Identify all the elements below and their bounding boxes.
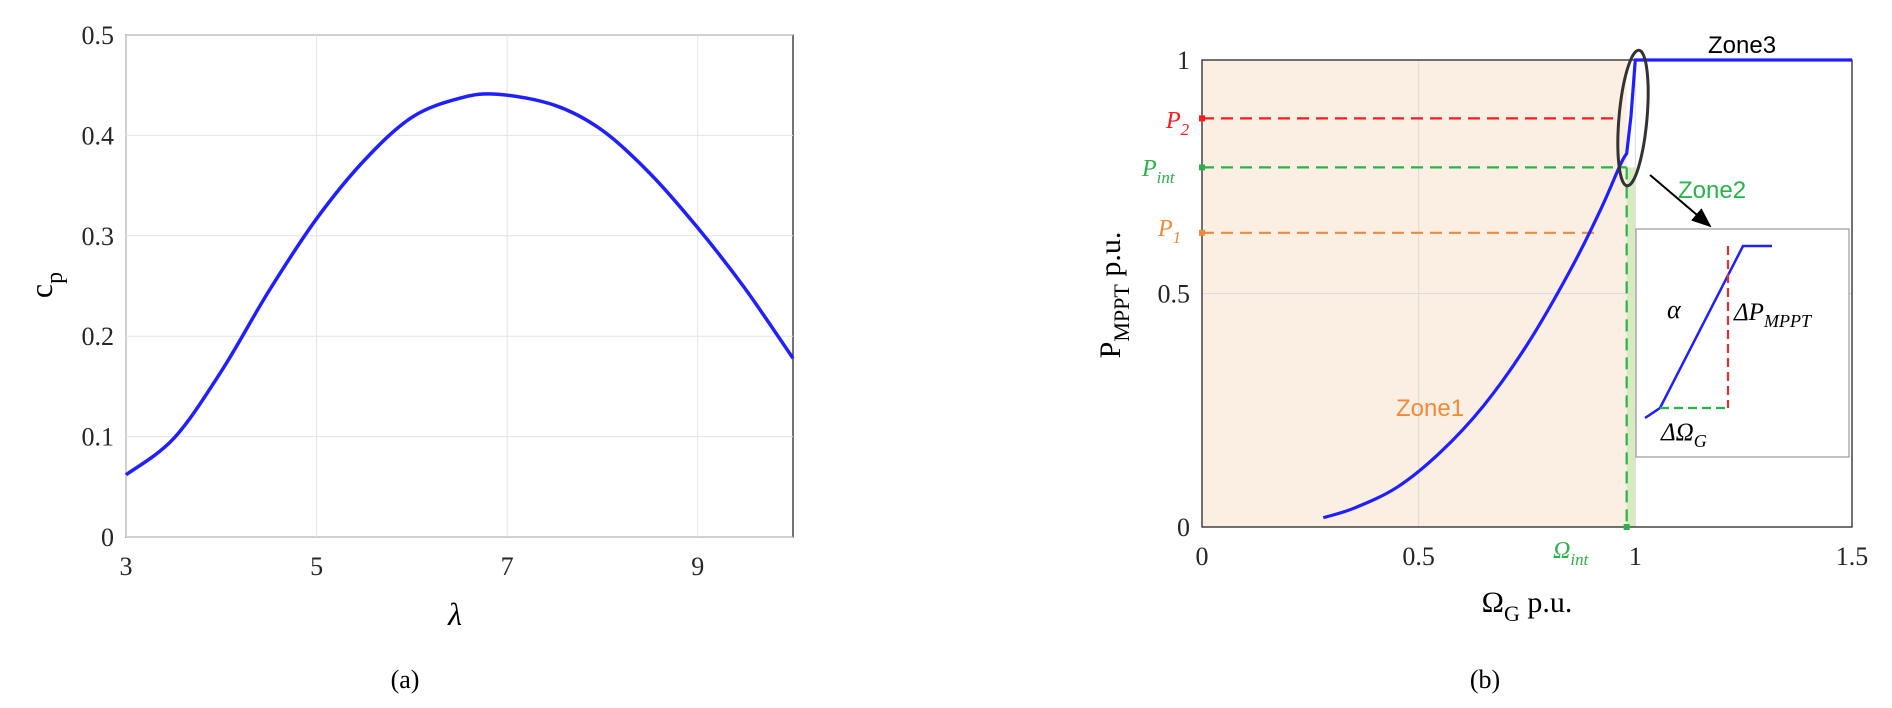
zone2-highlight-ellipse xyxy=(1616,48,1650,188)
zone3-label: Zone3 xyxy=(1708,32,1776,59)
chart-a-ytick-label: 0.2 xyxy=(82,322,115,351)
pint-marker xyxy=(1199,164,1205,171)
pint-label: Pint xyxy=(1141,156,1176,187)
zone2-label: Zone2 xyxy=(1678,177,1746,204)
chart-b-ytick-label: 0 xyxy=(1177,513,1190,542)
inset-alpha-label: α xyxy=(1667,295,1682,324)
omega-int-marker xyxy=(1623,524,1630,530)
inset-delta-omega-label: ΔΩG xyxy=(1660,419,1707,451)
chart-b-xlabel: ΩG p.u. xyxy=(1482,586,1573,626)
chart-b-xtick-label: 0.5 xyxy=(1402,542,1435,571)
chart-a-grid xyxy=(125,34,793,538)
chart-a-cp-curve xyxy=(124,92,795,477)
zone2-arrow xyxy=(1649,174,1712,228)
p1-marker xyxy=(1199,229,1205,236)
inset-delta-p-label: ΔPMPPT xyxy=(1733,299,1813,331)
chart-a-xtick-label: 3 xyxy=(120,552,133,581)
chart-b-caption: (b) xyxy=(1470,665,1500,694)
chart-b-ytick-label: 1 xyxy=(1177,46,1190,75)
chart-a-xtick-label: 9 xyxy=(691,552,704,581)
chart-b-tick-labels: 0 0.5 1 1.5 0 0.5 1 xyxy=(1158,46,1869,571)
inset-frame xyxy=(1635,228,1850,458)
chart-a-ytick-label: 0.5 xyxy=(82,21,115,50)
chart-a-xtick-label: 5 xyxy=(310,552,323,581)
chart-b-ytick-label: 0.5 xyxy=(1158,280,1191,309)
p1-label: P1 xyxy=(1157,216,1181,247)
omega-int-label: Ωint xyxy=(1553,538,1590,569)
chart-a-ytick-label: 0.1 xyxy=(82,423,115,452)
chart-a-ytick-label: 0.4 xyxy=(82,121,115,150)
chart-a-ytick-label: 0 xyxy=(101,523,114,552)
zone2-region xyxy=(1626,167,1636,527)
chart-a-xtick-label: 7 xyxy=(501,552,514,581)
chart-a-ytick-label: 0.3 xyxy=(82,222,115,251)
chart-b-mppt-curve xyxy=(1322,58,1852,520)
chart-a-tick-labels: 3 5 7 9 0 0.1 0.2 0.3 0.4 0.5 xyxy=(82,21,705,581)
chart-a-plot-area xyxy=(125,34,794,538)
zoom-inset: α ΔPMPPT ΔΩG xyxy=(1635,228,1850,458)
inset-curve xyxy=(1644,244,1772,420)
p2-marker xyxy=(1199,115,1205,122)
zone1-label: Zone1 xyxy=(1396,395,1464,422)
chart-b-ylabel: PMPPT p.u. xyxy=(1094,232,1134,359)
chart-b: 0 0.5 1 1.5 0 0.5 1 α ΔPMPPT ΔΩG Zone1 Zone2 Z… xyxy=(1094,32,1868,694)
chart-b-xtick-label: 0 xyxy=(1196,542,1209,571)
chart-a-ylabel: cp xyxy=(23,272,68,298)
chart-a-xlabel: λ xyxy=(447,596,462,632)
chart-b-xtick-label: 1 xyxy=(1629,542,1642,571)
chart-a-caption: (a) xyxy=(391,665,420,694)
p2-label: P2 xyxy=(1165,108,1190,139)
chart-a: 3 5 7 9 0 0.1 0.2 0.3 0.4 0.5 λ cp (a) xyxy=(23,21,795,694)
chart-b-xtick-label: 1.5 xyxy=(1836,542,1869,571)
chart-b-frame xyxy=(1201,59,1853,528)
